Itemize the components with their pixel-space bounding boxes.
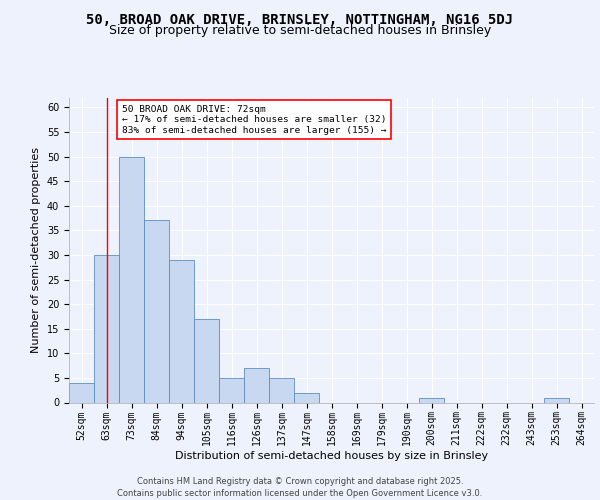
Bar — [194, 319, 219, 402]
Bar — [119, 156, 144, 402]
Bar — [94, 255, 119, 402]
Bar — [269, 378, 294, 402]
Bar — [544, 398, 569, 402]
Bar — [69, 383, 94, 402]
Text: 50, BROAD OAK DRIVE, BRINSLEY, NOTTINGHAM, NG16 5DJ: 50, BROAD OAK DRIVE, BRINSLEY, NOTTINGHA… — [86, 12, 514, 26]
Y-axis label: Number of semi-detached properties: Number of semi-detached properties — [31, 147, 41, 353]
Bar — [419, 398, 444, 402]
Text: 50 BROAD OAK DRIVE: 72sqm
← 17% of semi-detached houses are smaller (32)
83% of : 50 BROAD OAK DRIVE: 72sqm ← 17% of semi-… — [121, 105, 386, 134]
Bar — [169, 260, 194, 402]
Bar — [219, 378, 244, 402]
Text: Contains HM Land Registry data © Crown copyright and database right 2025.
Contai: Contains HM Land Registry data © Crown c… — [118, 476, 482, 498]
Text: Size of property relative to semi-detached houses in Brinsley: Size of property relative to semi-detach… — [109, 24, 491, 37]
Bar — [144, 220, 169, 402]
Bar — [294, 392, 319, 402]
Bar — [244, 368, 269, 402]
X-axis label: Distribution of semi-detached houses by size in Brinsley: Distribution of semi-detached houses by … — [175, 451, 488, 461]
